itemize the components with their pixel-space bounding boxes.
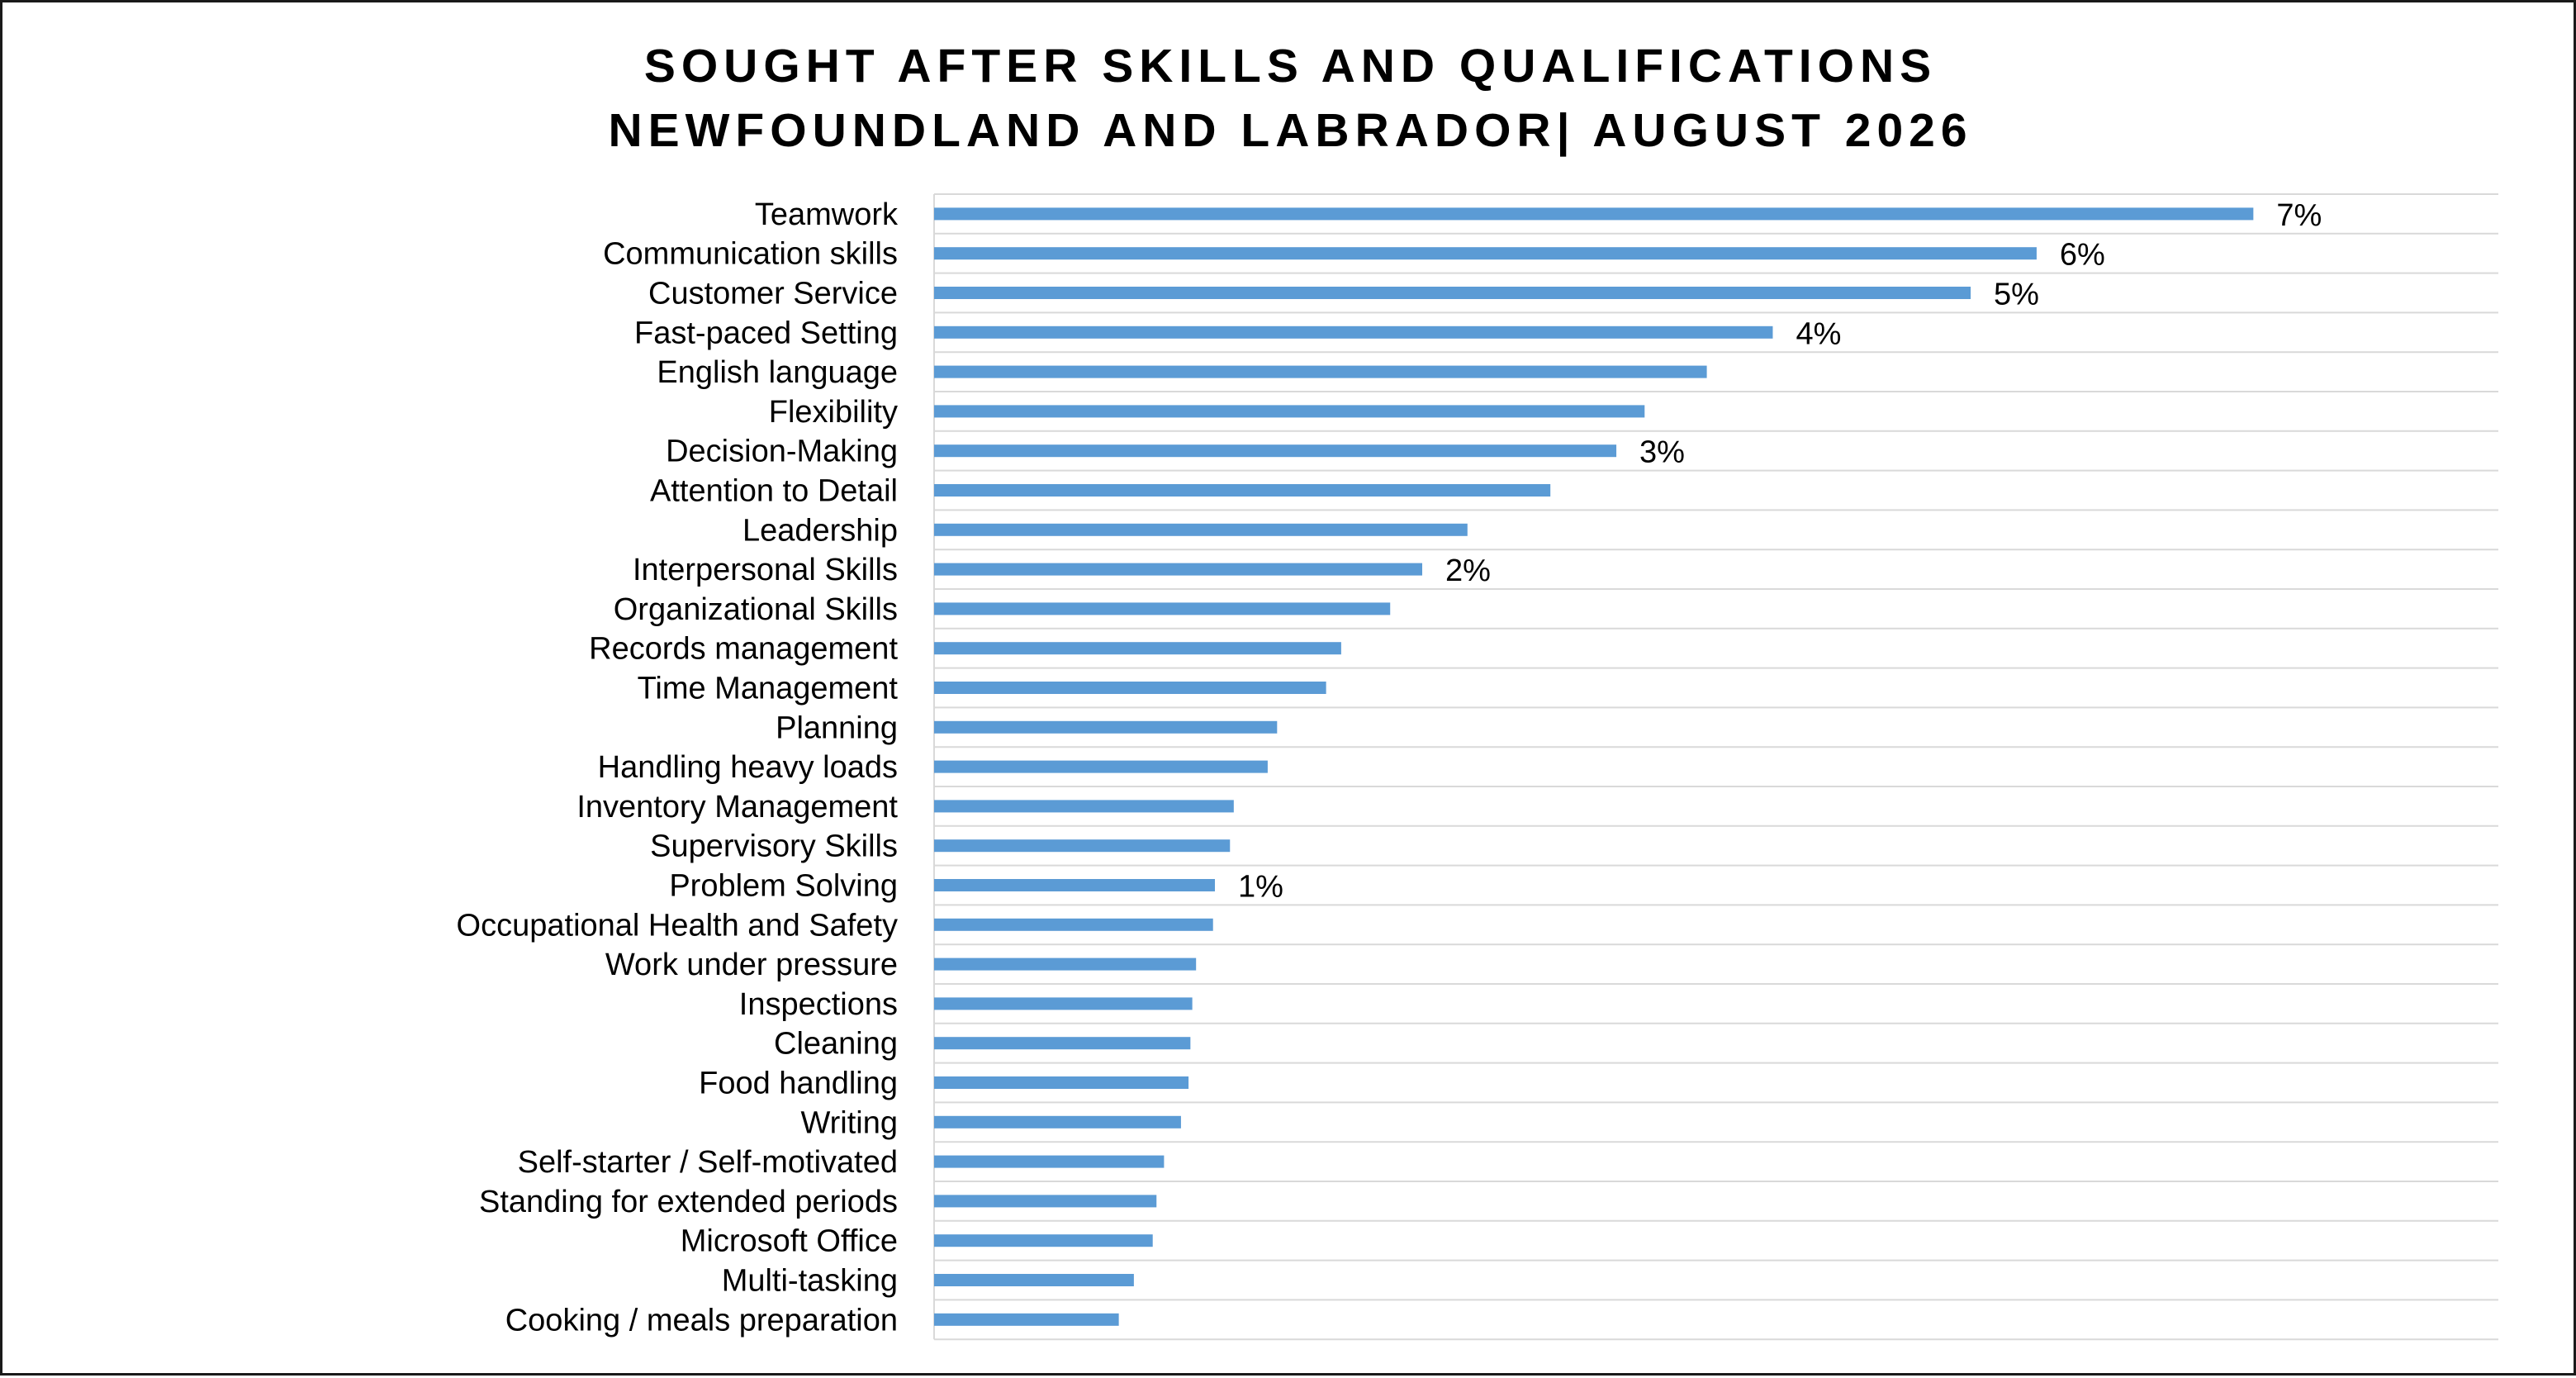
category-label: English language bbox=[657, 355, 898, 390]
category-label: Organizational Skills bbox=[614, 592, 898, 627]
bar bbox=[934, 563, 1423, 576]
category-label: Planning bbox=[776, 710, 898, 745]
bar bbox=[934, 365, 1707, 378]
chart-title: SOUGHT AFTER SKILLS AND QUALIFICATIONS N… bbox=[2, 34, 2576, 163]
category-label: Inspections bbox=[739, 987, 898, 1022]
category-label: Supervisory Skills bbox=[650, 829, 898, 864]
data-label: 5% bbox=[1994, 278, 2039, 312]
bar bbox=[934, 207, 2254, 221]
bar bbox=[934, 1076, 1189, 1089]
category-label: Cooking / meals preparation bbox=[505, 1303, 898, 1338]
bar bbox=[934, 444, 1617, 458]
bar bbox=[934, 1115, 1181, 1129]
bar bbox=[934, 1037, 1191, 1050]
bar bbox=[934, 918, 1213, 931]
data-label: 4% bbox=[1796, 316, 1841, 351]
category-label: Inventory Management bbox=[576, 790, 898, 824]
category-label: Time Management bbox=[638, 672, 899, 706]
category-label: Work under pressure bbox=[605, 948, 898, 982]
data-label: 7% bbox=[2276, 198, 2322, 233]
category-label: Fast-paced Setting bbox=[634, 316, 898, 350]
bar bbox=[934, 682, 1326, 694]
bar bbox=[934, 997, 1193, 1010]
category-label: Interpersonal Skills bbox=[633, 553, 898, 587]
data-label: 1% bbox=[1238, 870, 1283, 905]
category-label: Problem Solving bbox=[669, 869, 898, 904]
chart-title-line-2: NEWFOUNDLAND AND LABRADOR| AUGUST 2026 bbox=[608, 104, 1973, 157]
bar bbox=[934, 1234, 1153, 1247]
category-label: Attention to Detail bbox=[650, 474, 898, 509]
bar bbox=[934, 879, 1216, 891]
category-label: Writing bbox=[800, 1105, 898, 1140]
bar bbox=[934, 405, 1645, 418]
category-label: Decision-Making bbox=[666, 435, 898, 469]
category-label: Multi-tasking bbox=[722, 1264, 898, 1299]
category-label: Leadership bbox=[742, 513, 898, 548]
bar bbox=[934, 523, 1468, 536]
category-label: Microsoft Office bbox=[681, 1224, 898, 1259]
data-label: 2% bbox=[1445, 554, 1491, 588]
bar bbox=[934, 247, 2037, 260]
category-label: Customer Service bbox=[648, 277, 898, 311]
bar bbox=[934, 957, 1197, 971]
category-label: Self-starter / Self-motivated bbox=[518, 1145, 898, 1180]
category-label: Teamwork bbox=[755, 197, 899, 232]
bar bbox=[934, 484, 1551, 497]
bar bbox=[934, 1155, 1165, 1168]
chart-title-line-1: SOUGHT AFTER SKILLS AND QUALIFICATIONS bbox=[643, 40, 1938, 93]
bar bbox=[934, 1195, 1157, 1208]
data-label: 6% bbox=[2060, 238, 2105, 273]
category-label: Records management bbox=[589, 632, 898, 667]
bar bbox=[934, 1274, 1134, 1286]
bar bbox=[934, 287, 1971, 299]
bar bbox=[934, 839, 1231, 853]
bar bbox=[934, 720, 1278, 734]
bar bbox=[934, 800, 1234, 813]
bar bbox=[934, 760, 1268, 773]
category-label: Standing for extended periods bbox=[479, 1185, 898, 1219]
bar bbox=[934, 1313, 1119, 1326]
category-label: Handling heavy loads bbox=[598, 750, 898, 785]
data-label: 3% bbox=[1639, 435, 1685, 470]
bar bbox=[934, 642, 1341, 655]
bar bbox=[934, 325, 1773, 339]
category-label: Cleaning bbox=[774, 1027, 898, 1062]
bar bbox=[934, 602, 1391, 615]
category-label: Communication skills bbox=[603, 237, 898, 272]
category-label: Food handling bbox=[699, 1067, 898, 1101]
category-label: Flexibility bbox=[769, 395, 898, 430]
category-label: Occupational Health and Safety bbox=[457, 908, 898, 943]
